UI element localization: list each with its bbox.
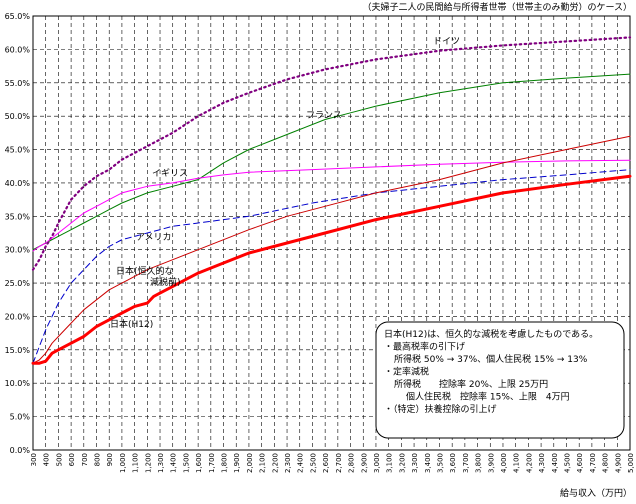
x-tick-label: 3,500 [436, 453, 444, 473]
x-tick-label: 2,600 [322, 453, 330, 473]
x-tick-label: 1,200 [144, 453, 152, 473]
x-tick-label: 5,000 [627, 453, 635, 473]
x-tick-label: 4,400 [551, 453, 559, 473]
x-tick-label: 4,100 [513, 453, 521, 473]
x-tick-label: 3,100 [386, 453, 394, 473]
x-tick-label: 2,900 [360, 453, 368, 473]
y-tick-label: 40.0% [5, 179, 31, 188]
x-tick-label: 3,600 [449, 453, 457, 473]
annotation-line: 日本(H12)は、恒久的な減税を考慮したものである。 [384, 328, 598, 340]
x-tick-label: 1,300 [157, 453, 165, 473]
x-tick-label: 2,000 [246, 453, 254, 473]
annotation-line: ・最高税率の引下げ [384, 341, 465, 353]
x-tick-label: 2,400 [297, 453, 305, 473]
series-line [31, 36, 632, 271]
y-tick-label: 5.0% [10, 413, 31, 422]
x-tick-label: 4,500 [563, 453, 571, 473]
series-line [32, 159, 631, 252]
x-tick-label: 1,500 [182, 453, 190, 473]
series-line [32, 135, 631, 364]
series-lines [31, 36, 632, 365]
series-line [31, 174, 632, 365]
x-tick-label: 4,600 [576, 453, 584, 473]
x-tick-label: 3,400 [424, 453, 432, 473]
y-tick-label: 30.0% [5, 246, 31, 255]
x-tick-label: 1,400 [170, 453, 178, 473]
y-tick-label: 20.0% [5, 312, 31, 321]
series-label: ドイツ [433, 37, 460, 47]
x-tick-label: 3,300 [411, 453, 419, 473]
x-tick-label: 300 [30, 453, 38, 466]
y-tick-label: 60.0% [5, 45, 31, 54]
x-tick-label: 1,000 [119, 453, 127, 473]
x-tick-label: 500 [55, 453, 63, 466]
x-tick-label: 4,900 [614, 453, 622, 473]
x-tick-label: 2,300 [284, 453, 292, 473]
annotation-line: 所得税 控除率 20%、上限 25万円 [394, 378, 548, 390]
y-tick-label: 55.0% [5, 79, 31, 88]
y-tick-label: 25.0% [5, 279, 31, 288]
x-tick-label: 4,200 [525, 453, 533, 473]
annotation-line: 個人住民税 控除率 15%、上限 4万円 [406, 391, 570, 403]
annotation-frame [375, 321, 625, 439]
x-tick-label: 3,200 [398, 453, 406, 473]
x-tick-label: 3,900 [487, 453, 495, 473]
x-tick-label: 1,100 [132, 453, 140, 473]
x-tick-label: 3,000 [373, 453, 381, 473]
y-tick-label: 65.0% [5, 12, 31, 21]
y-tick-label: 0.0% [10, 446, 31, 455]
plot-frame [32, 15, 631, 451]
x-tick-label: 1,800 [221, 453, 229, 473]
x-tick-label: 4,300 [538, 453, 546, 473]
x-tick-label: 400 [43, 453, 51, 466]
y-tick-label: 15.0% [5, 346, 31, 355]
y-tick-label: 45.0% [5, 146, 31, 155]
y-tick-label: 10.0% [5, 379, 31, 388]
series-line [32, 169, 631, 364]
x-tick-label: 3,700 [462, 453, 470, 473]
x-tick-label: 1,900 [233, 453, 241, 473]
x-axis-ticks: 300 400 500 600 700 800 900 1,000 1,100 1,200 1,30… [30, 453, 635, 473]
series-label: 日本(恒久的な減税前) [116, 265, 181, 288]
chart-title: （夫婦子二人の民間給与所得者世帯（世帯主のみ勤労）のケース） [362, 1, 632, 13]
x-tick-label: 2,100 [259, 453, 267, 473]
x-tick-label: 1,600 [195, 453, 203, 473]
series-line [32, 73, 631, 251]
series-label: イギリス [152, 168, 188, 179]
series-label: フランス [306, 110, 342, 121]
x-axis-label: 給与収入（万円） [560, 487, 632, 499]
x-tick-label: 4,000 [500, 453, 508, 473]
x-tick-label: 900 [106, 453, 114, 466]
series-label: アメリカ [136, 232, 172, 243]
x-tick-label: 4,700 [589, 453, 597, 473]
y-axis-ticks: 0.0% 5.0% 10.0% 15.0% 20.0% 25.0% 30.0% 35.0% 40… [5, 12, 31, 455]
annotation-line: 所得税 50% → 37%、個人住民税 15% → 13% [394, 353, 588, 365]
x-tick-label: 1,700 [208, 453, 216, 473]
x-tick-label: 2,500 [309, 453, 317, 473]
x-tick-label: 800 [94, 453, 102, 466]
x-tick-label: 700 [81, 453, 89, 466]
x-tick-label: 3,800 [475, 453, 483, 473]
annotation-line: ・（特定）扶養控除の引上げ [384, 403, 497, 415]
x-tick-label: 4,800 [602, 453, 610, 473]
x-tick-label: 600 [68, 453, 76, 466]
annotation-line: ・定率減税 [384, 366, 429, 378]
x-tick-label: 2,700 [335, 453, 343, 473]
x-tick-label: 2,800 [348, 453, 356, 473]
series-label: 日本(H12) [110, 318, 153, 330]
x-tick-label: 2,200 [271, 453, 279, 473]
y-tick-label: 50.0% [5, 112, 31, 121]
y-tick-label: 35.0% [5, 212, 31, 221]
